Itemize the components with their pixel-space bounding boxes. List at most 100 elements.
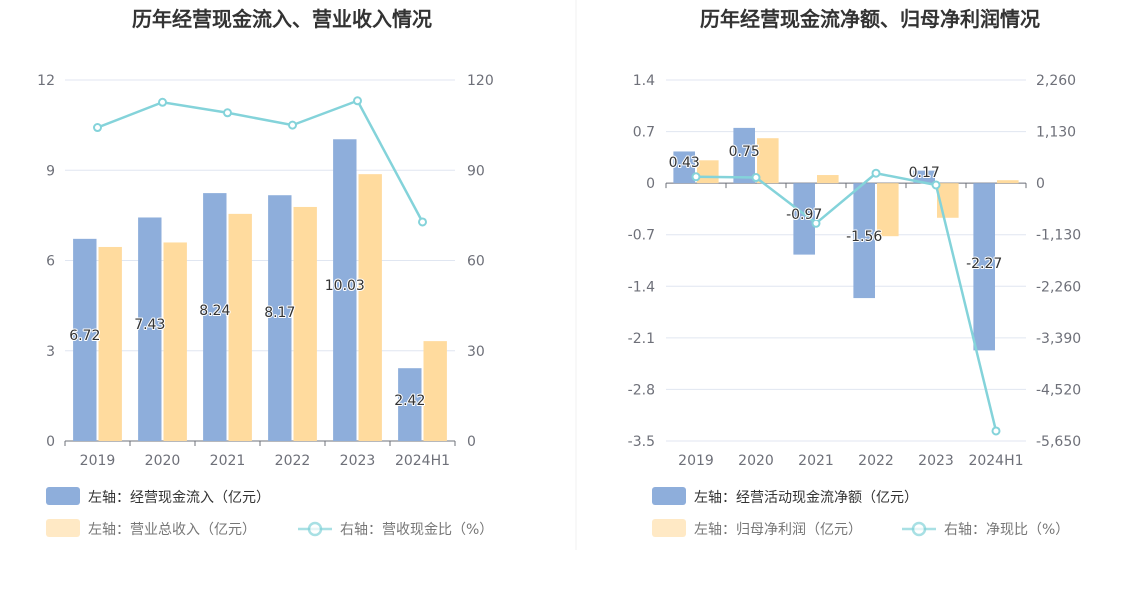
line-point — [691, 172, 701, 182]
bar-primary — [203, 193, 227, 441]
x-axis-tick: 2023 — [340, 453, 376, 469]
bar-primary — [138, 217, 162, 441]
data-label: 0.17 — [909, 165, 940, 181]
bar-primary — [853, 183, 875, 299]
x-axis-tick: 2019 — [80, 453, 116, 469]
right-axis-tick: 30 — [467, 344, 485, 360]
line-point — [223, 108, 232, 118]
x-axis-tick: 2023 — [918, 453, 954, 469]
bar-secondary — [228, 213, 252, 441]
line-point — [288, 120, 297, 130]
data-label: 8.17 — [264, 305, 295, 321]
bar-secondary — [358, 174, 382, 441]
left-axis-tick: 3 — [46, 344, 55, 360]
bar-secondary — [817, 175, 839, 184]
line-point — [751, 173, 761, 183]
line-point — [418, 217, 427, 227]
data-label: 10.03 — [325, 278, 365, 294]
bar-secondary — [877, 183, 899, 237]
bar-secondary — [757, 138, 779, 184]
x-axis-tick: 2019 — [678, 453, 714, 469]
x-axis-tick: 2021 — [798, 453, 834, 469]
legend-swatch — [652, 519, 686, 537]
line-point — [93, 123, 102, 133]
right-axis-tick: 60 — [467, 254, 485, 270]
line-series — [695, 171, 998, 432]
x-axis-tick: 2020 — [145, 453, 181, 469]
bar-secondary — [423, 341, 447, 441]
chart-title: 历年经营现金流入、营业收入情况 — [132, 7, 432, 31]
legend-label: 左轴：营业总收入（亿元） — [88, 522, 256, 538]
legend-swatch — [46, 487, 80, 505]
x-axis-tick: 2021 — [210, 453, 246, 469]
x-axis-tick: 2024H1 — [395, 453, 450, 469]
left-axis-tick: -2.8 — [628, 382, 655, 398]
right-axis-tick: -2,260 — [1036, 279, 1081, 295]
left-axis-tick: 0 — [646, 176, 655, 192]
data-label: -0.97 — [786, 207, 822, 223]
bar-primary — [398, 368, 422, 441]
right-axis-tick: -1,130 — [1036, 228, 1081, 244]
legend-label: 左轴：归母净利润（亿元） — [694, 521, 862, 538]
data-label: 6.72 — [69, 328, 100, 344]
x-axis-tick: 2022 — [858, 453, 894, 469]
bar-primary — [973, 183, 995, 351]
data-label: 0.75 — [729, 144, 760, 160]
left-axis-tick: 6 — [46, 254, 55, 270]
x-axis-tick: 2024H1 — [968, 453, 1023, 469]
left-axis-tick: 0.7 — [633, 125, 655, 141]
bar-secondary — [697, 160, 719, 184]
legend-swatch — [652, 487, 686, 505]
bar-primary — [73, 238, 97, 441]
data-label: 0.43 — [669, 155, 700, 171]
line-point — [991, 426, 1001, 436]
bar-primary — [333, 139, 357, 441]
data-label: 2.42 — [394, 393, 425, 409]
data-label: -1.56 — [846, 229, 882, 245]
data-label: 7.43 — [134, 317, 165, 333]
right-axis-tick: 90 — [467, 163, 485, 179]
right-axis-tick: -3,390 — [1036, 331, 1081, 347]
chart-2: 历年经营现金流净额、归母净利润情况 -3.5 -2.8 -2.1 -1.4 -0.7 0 0.… — [628, 7, 1081, 538]
line-series — [97, 99, 424, 223]
bar-primary — [733, 127, 755, 184]
bar-primary — [673, 151, 695, 184]
line-point — [931, 180, 941, 190]
legend-swatch — [46, 519, 80, 537]
right-axis-tick: -5,650 — [1036, 434, 1081, 450]
left-axis-tick: -1.4 — [628, 279, 655, 295]
legend-label: 左轴：经营现金流入（亿元） — [88, 490, 270, 506]
left-axis-tick: 12 — [37, 73, 55, 89]
bar-secondary — [98, 246, 122, 441]
legend-label: 右轴：营收现金比（%） — [340, 522, 493, 538]
line-point — [811, 218, 821, 228]
bar-secondary — [163, 242, 187, 441]
right-axis-tick: -4,520 — [1036, 382, 1081, 398]
legend-line-marker — [307, 521, 323, 537]
x-axis-tick: 2022 — [275, 453, 311, 469]
legend-line-marker — [911, 521, 927, 537]
left-axis-tick: 0 — [46, 434, 55, 450]
right-axis-tick: 2,260 — [1036, 73, 1076, 89]
data-label: -2.27 — [966, 256, 1002, 272]
right-axis-tick: 120 — [467, 73, 494, 89]
x-axis-tick: 2020 — [738, 453, 774, 469]
chart-title: 历年经营现金流净额、归母净利润情况 — [700, 7, 1040, 31]
left-axis-tick: -3.5 — [628, 434, 655, 450]
data-label: 8.24 — [199, 303, 230, 319]
left-axis-tick: 1.4 — [633, 73, 655, 89]
right-axis-tick: 0 — [1036, 176, 1045, 192]
line-point — [353, 96, 362, 106]
left-axis-tick: 9 — [46, 163, 55, 179]
left-axis-tick: -0.7 — [628, 228, 655, 244]
bar-primary — [268, 195, 292, 441]
bar-secondary — [293, 206, 317, 441]
line-point — [871, 168, 881, 178]
right-axis-tick: 1,130 — [1036, 125, 1076, 141]
bar-primary — [913, 170, 935, 184]
line-point — [158, 97, 167, 107]
legend-label: 左轴：经营活动现金流净额（亿元） — [694, 490, 918, 506]
